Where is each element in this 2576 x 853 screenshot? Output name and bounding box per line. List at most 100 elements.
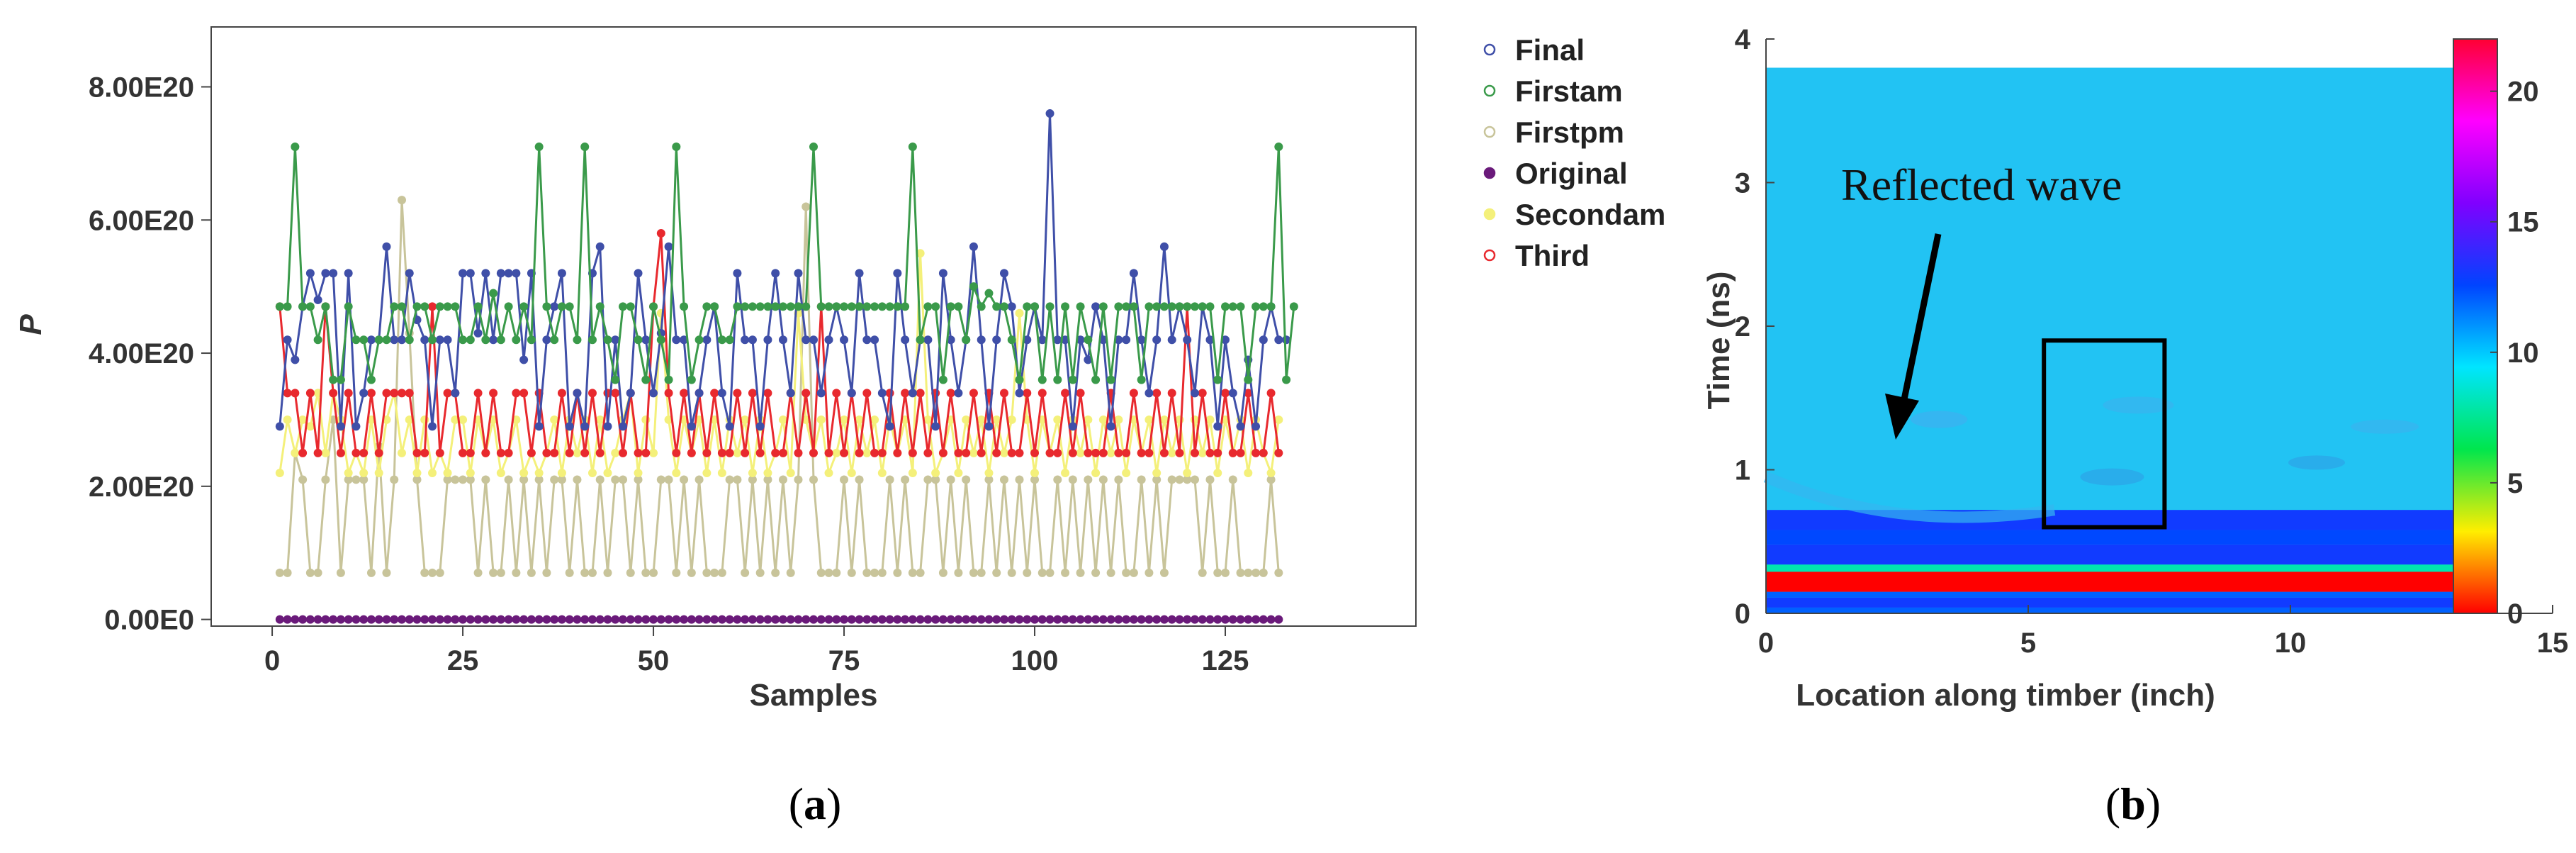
data-point — [741, 615, 750, 624]
data-point — [717, 389, 726, 398]
data-point — [1144, 302, 1154, 311]
data-point — [557, 302, 566, 311]
data-point — [451, 302, 460, 311]
data-point — [999, 302, 1008, 311]
data-point — [847, 568, 856, 577]
data-point — [366, 335, 376, 345]
data-point — [313, 335, 322, 345]
data-point — [1244, 568, 1253, 577]
data-point — [832, 302, 841, 311]
data-point — [725, 335, 734, 345]
data-point — [512, 389, 521, 398]
data-point — [1205, 615, 1215, 624]
data-point — [397, 335, 406, 345]
data-point — [313, 568, 322, 577]
data-point — [321, 269, 330, 278]
data-point — [649, 568, 658, 577]
data-point — [1114, 415, 1123, 424]
heatmap-band — [1766, 607, 2464, 613]
data-point — [908, 568, 917, 577]
data-point — [938, 448, 947, 457]
data-point — [359, 469, 369, 478]
data-point — [816, 568, 826, 577]
data-point — [534, 143, 544, 151]
data-point — [1152, 615, 1162, 624]
data-point — [1053, 415, 1062, 424]
data-point — [877, 615, 887, 624]
data-point — [298, 415, 308, 424]
data-point — [1213, 568, 1222, 577]
caption-a-letter: a — [804, 779, 826, 829]
data-point — [1129, 302, 1138, 311]
data-point — [329, 615, 338, 624]
data-point — [1183, 475, 1192, 484]
data-point — [550, 302, 559, 311]
data-point — [984, 615, 994, 624]
data-point — [1084, 355, 1093, 364]
data-point — [634, 469, 643, 478]
data-point — [1015, 389, 1024, 398]
data-point — [611, 375, 620, 384]
data-point — [1045, 615, 1054, 624]
data-point — [672, 335, 681, 345]
data-point — [595, 615, 604, 624]
data-point — [1076, 302, 1085, 311]
data-point — [420, 335, 429, 345]
data-point — [619, 448, 628, 457]
data-point — [587, 568, 597, 577]
data-point — [1114, 302, 1123, 311]
data-point — [489, 335, 498, 345]
data-point — [908, 389, 917, 398]
data-point — [344, 475, 353, 484]
data-point — [1061, 615, 1070, 624]
data-point — [664, 615, 673, 624]
data-point — [390, 475, 399, 484]
data-point — [1053, 375, 1062, 384]
data-point — [1106, 615, 1115, 624]
data-point — [565, 422, 574, 431]
data-point — [954, 615, 963, 624]
data-point — [443, 615, 452, 624]
data-point — [405, 269, 414, 278]
data-point — [283, 568, 292, 577]
data-point — [1289, 302, 1298, 311]
data-point — [298, 475, 308, 484]
data-point — [1213, 615, 1222, 624]
data-point — [611, 615, 620, 624]
data-point — [405, 389, 414, 398]
data-point — [1076, 335, 1085, 345]
data-point — [1221, 389, 1230, 398]
data-point — [459, 475, 468, 484]
data-point — [938, 568, 947, 577]
highlight-box — [2042, 338, 2167, 530]
data-point — [382, 615, 391, 624]
data-point — [672, 568, 681, 577]
series-firstam — [275, 143, 1298, 384]
data-point — [1183, 302, 1192, 311]
data-point — [748, 475, 757, 484]
data-point — [702, 568, 712, 577]
chart-a-y-tick-label: 6.00E20 — [89, 205, 194, 236]
data-point — [283, 302, 292, 311]
data-point — [885, 475, 894, 484]
data-point — [855, 448, 864, 457]
data-point — [534, 469, 544, 478]
data-point — [1221, 615, 1230, 624]
data-point — [412, 302, 422, 311]
reflected-wave-annotation: Reflected wave — [1841, 160, 2122, 210]
data-point — [1205, 335, 1215, 345]
data-point — [351, 335, 361, 345]
data-point — [275, 469, 284, 478]
data-point — [298, 448, 308, 457]
data-point — [641, 568, 651, 577]
data-point — [1221, 335, 1230, 345]
data-point — [1015, 475, 1024, 484]
data-point — [733, 269, 742, 278]
data-point — [855, 415, 864, 424]
data-point — [366, 615, 376, 624]
data-point — [321, 475, 330, 484]
data-point — [573, 448, 582, 457]
data-point — [1205, 448, 1215, 457]
data-point — [603, 568, 612, 577]
data-point — [1084, 335, 1093, 345]
